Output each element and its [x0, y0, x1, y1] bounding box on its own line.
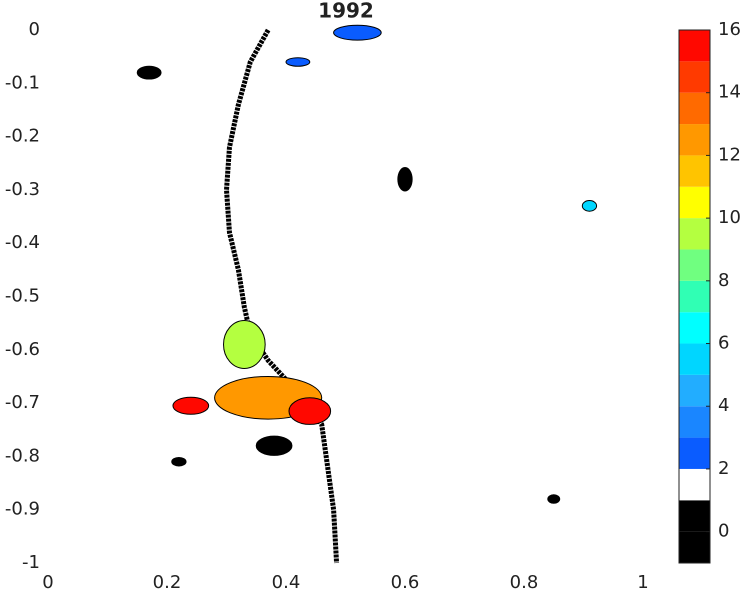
colorbar-tick-label: 14	[718, 82, 741, 103]
colorbar-band	[679, 92, 710, 125]
colorbar-band	[679, 280, 710, 313]
colorbar-band	[679, 249, 710, 281]
colorbar-tick-label: 12	[718, 144, 741, 165]
colorbar-tick-label: 16	[718, 19, 741, 40]
colorbar-band	[679, 468, 710, 501]
region	[255, 435, 293, 456]
colorbar-band	[679, 343, 710, 375]
colorbar-band	[679, 406, 710, 438]
y-tick-label: -0.8	[5, 445, 40, 466]
y-tick-label: -0.2	[5, 126, 40, 147]
colorbar-tick-label: 2	[718, 458, 729, 479]
colorbar-band	[679, 531, 710, 563]
x-tick-label: 0.2	[153, 572, 182, 593]
region	[136, 65, 162, 80]
x-tick-label: 0.8	[510, 572, 539, 593]
y-tick-label: -0.6	[5, 339, 40, 360]
region	[397, 167, 413, 192]
x-tick-label: 0.6	[391, 572, 420, 593]
y-tick-label: -0.1	[5, 72, 40, 93]
colorbar-tick-label: 8	[718, 270, 729, 291]
river	[223, 28, 340, 564]
region	[172, 396, 210, 415]
colorbar-tick-label: 0	[718, 521, 729, 542]
chart-title: 1992	[318, 0, 374, 23]
y-tick-label: -0.7	[5, 392, 40, 413]
colorbar-band	[679, 124, 710, 156]
colorbar-tick-label: 10	[718, 207, 741, 228]
region	[171, 456, 187, 467]
region	[333, 24, 382, 41]
colorbar-tick-label: 4	[718, 395, 729, 416]
colorbar-band	[679, 30, 710, 62]
region	[581, 200, 598, 212]
region	[223, 319, 266, 369]
colorbar-band	[679, 374, 710, 407]
region	[547, 494, 561, 504]
colorbar-band	[679, 312, 710, 344]
colorbar-band	[679, 500, 710, 532]
region	[285, 57, 311, 67]
x-tick-label: 0	[42, 572, 53, 593]
y-tick-label: 0	[29, 19, 40, 40]
colorbar-band	[679, 437, 710, 469]
y-tick-label: -0.3	[5, 179, 40, 200]
colorbar-band	[679, 61, 710, 93]
colorbar-band	[679, 186, 710, 219]
y-tick-label: -0.4	[5, 232, 40, 253]
y-tick-label: -1	[22, 552, 40, 573]
colorbar-frame	[678, 29, 711, 564]
colorbar-tick-label: 6	[718, 333, 729, 354]
region	[288, 397, 332, 425]
colorbar-band	[679, 218, 710, 250]
colorbar-band	[679, 155, 710, 187]
y-tick-label: -0.9	[5, 499, 40, 520]
x-tick-label: 0.4	[272, 572, 301, 593]
y-tick-label: -0.5	[5, 286, 40, 307]
x-tick-label: 1	[637, 572, 648, 593]
